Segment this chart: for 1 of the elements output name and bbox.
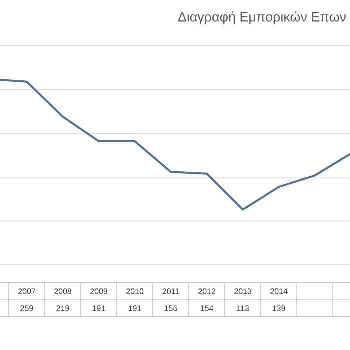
chart-title: Διαγραφή Εμπορικών Επων	[178, 12, 346, 25]
